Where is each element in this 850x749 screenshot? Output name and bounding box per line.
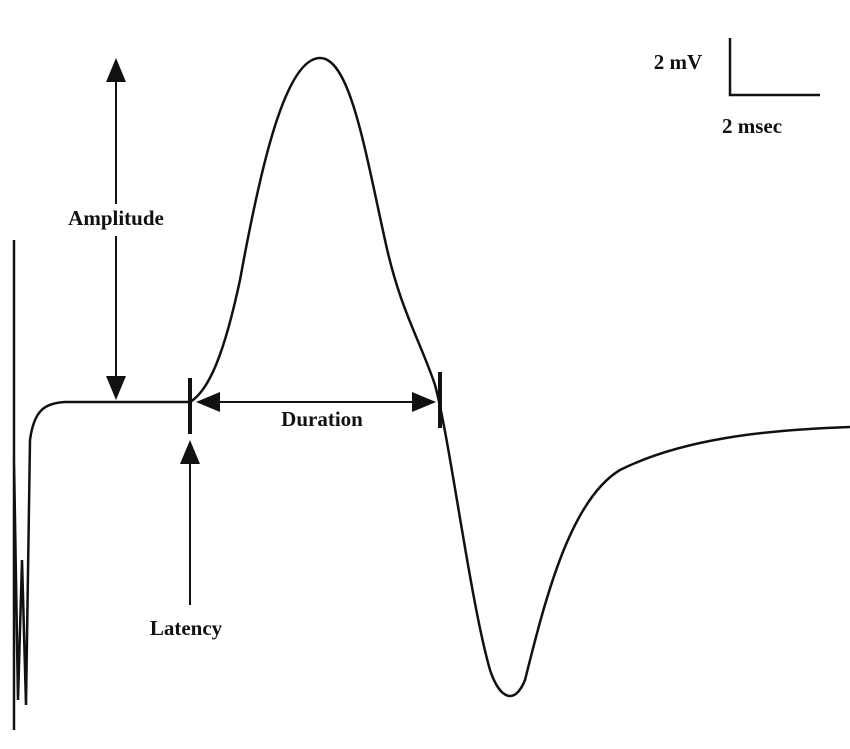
arrowhead bbox=[412, 392, 436, 412]
label-bg bbox=[40, 204, 192, 236]
time-scale-label: 2 msec bbox=[722, 114, 782, 138]
waveform bbox=[12, 56, 850, 730]
voltage-scale-label: 2 mV bbox=[654, 50, 702, 74]
duration-label: Duration bbox=[281, 407, 363, 431]
arrowhead bbox=[196, 392, 220, 412]
arrowhead bbox=[106, 58, 126, 82]
latency-label: Latency bbox=[150, 616, 223, 640]
arrowhead bbox=[180, 440, 200, 464]
arrowhead bbox=[106, 376, 126, 400]
amplitude-label: Amplitude bbox=[68, 206, 164, 230]
scale-bar bbox=[728, 38, 820, 97]
